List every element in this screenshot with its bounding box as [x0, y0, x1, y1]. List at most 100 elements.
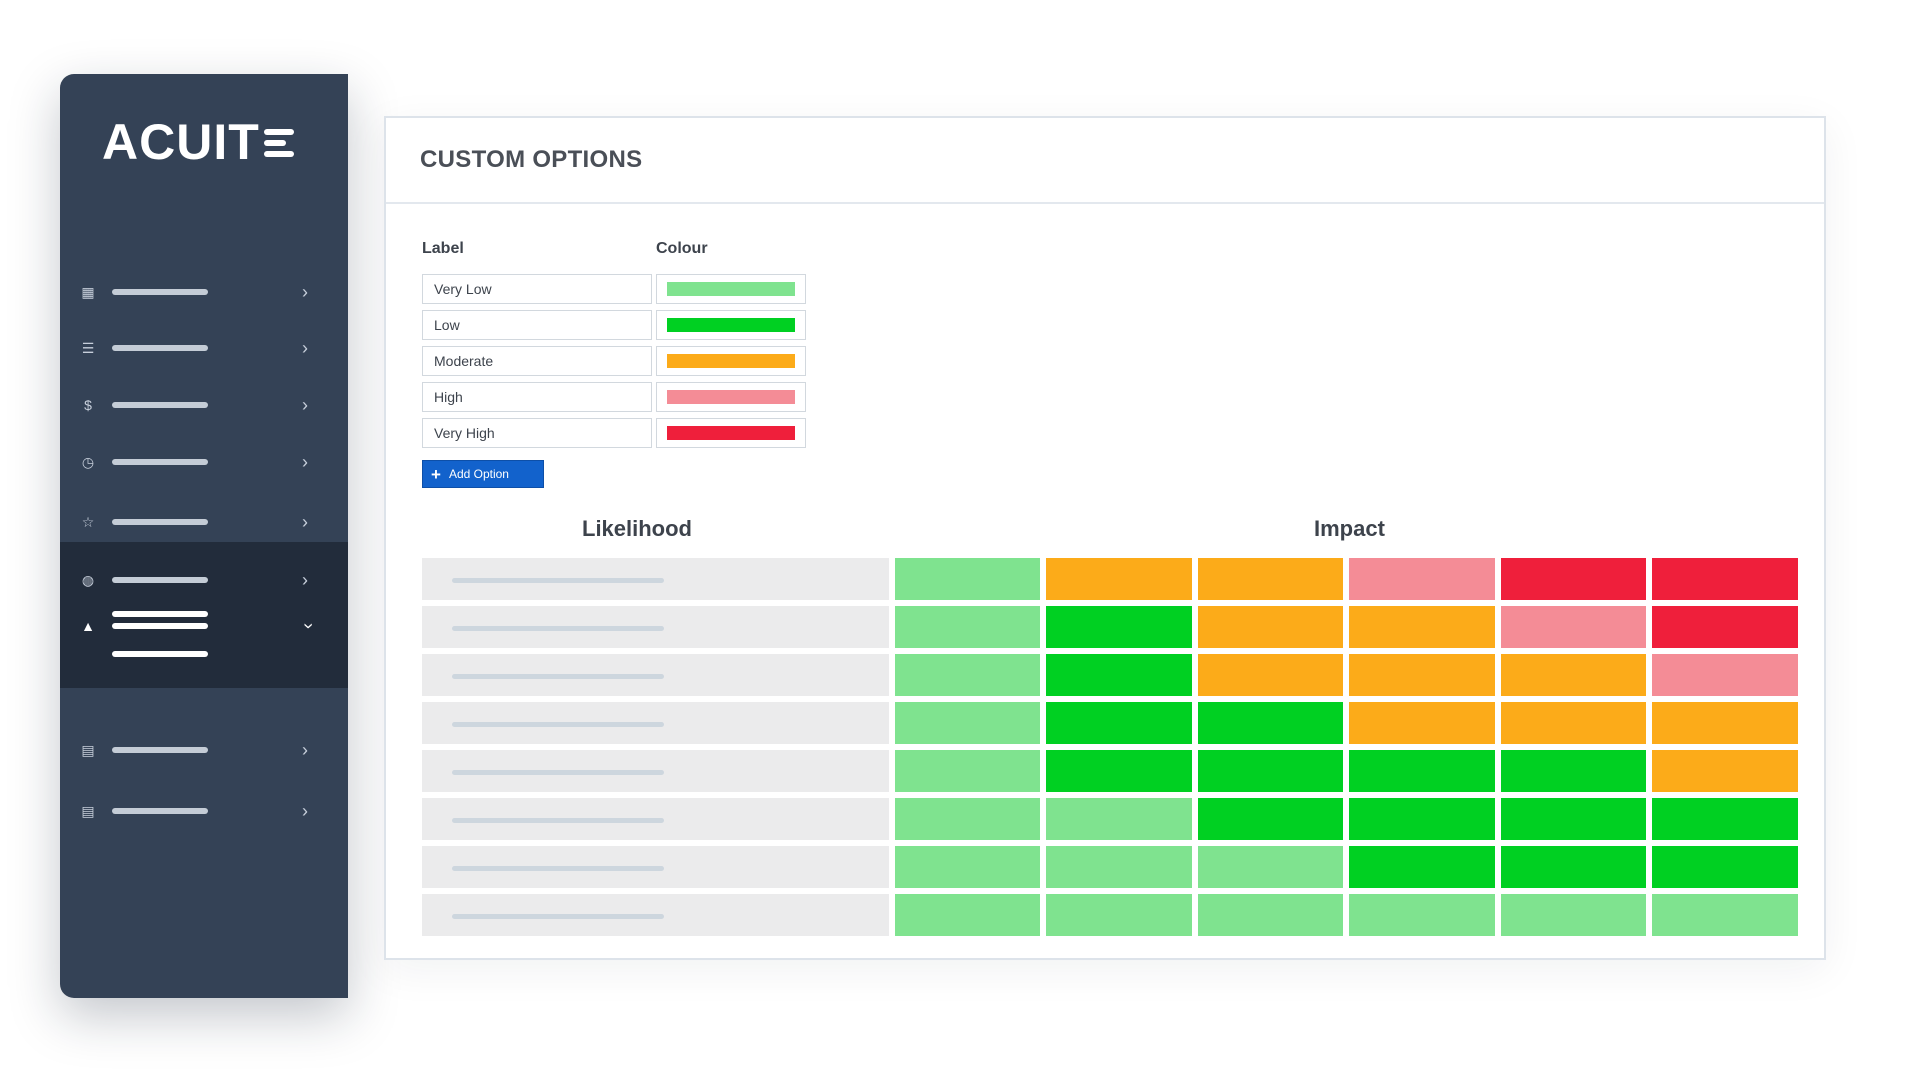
option-colour-picker[interactable]	[656, 346, 806, 376]
sidebar-item[interactable]: ☆ ›	[60, 502, 348, 542]
matrix-row	[422, 750, 1798, 792]
sidebar-item[interactable]: ◷ ›	[60, 442, 348, 482]
option-colour-picker[interactable]	[656, 310, 806, 340]
matrix-cell[interactable]	[1349, 654, 1495, 696]
matrix-cell[interactable]	[894, 654, 1041, 696]
globe-icon: ◍	[81, 571, 95, 588]
matrix-cell[interactable]	[1046, 606, 1192, 648]
panel-header: CUSTOM OPTIONS	[386, 118, 1824, 204]
matrix-cell[interactable]	[1197, 798, 1344, 840]
option-colour-picker[interactable]	[656, 382, 806, 412]
matrix-cell[interactable]	[894, 558, 1041, 600]
matrix-cell[interactable]	[1197, 846, 1344, 888]
option-label-input[interactable]: Very Low	[422, 274, 652, 304]
option-row: Moderate	[422, 346, 806, 376]
matrix-cell[interactable]	[1349, 846, 1495, 888]
matrix-row	[422, 894, 1798, 936]
likelihood-label-cell	[422, 750, 889, 792]
sidebar-subitem[interactable]	[112, 611, 208, 617]
matrix-cell[interactable]	[1652, 798, 1798, 840]
matrix-cell[interactable]	[1046, 702, 1192, 744]
option-row: Very High	[422, 418, 806, 448]
matrix-cell[interactable]	[1197, 654, 1344, 696]
matrix-cell[interactable]	[1349, 558, 1495, 600]
matrix-cell[interactable]	[1652, 894, 1798, 936]
matrix-cell[interactable]	[1349, 894, 1495, 936]
sidebar: ACUIT ▦ › ☰ › $ › ◷ › ☆ › ◍ › ▲ › ▤ › ▤ ›	[60, 74, 348, 998]
chevron-right-icon[interactable]: ›	[302, 395, 308, 415]
sidebar-item[interactable]: ▦ ›	[60, 272, 348, 312]
matrix-cell[interactable]	[1500, 894, 1647, 936]
matrix-cell[interactable]	[894, 798, 1041, 840]
matrix-cell[interactable]	[1500, 654, 1647, 696]
sidebar-item[interactable]: ▤ ›	[60, 791, 348, 831]
matrix-cell[interactable]	[1500, 558, 1647, 600]
option-label-input[interactable]: High	[422, 382, 652, 412]
matrix-cell[interactable]	[1652, 750, 1798, 792]
matrix-cell[interactable]	[1046, 894, 1192, 936]
matrix-cell[interactable]	[894, 606, 1041, 648]
matrix-cell[interactable]	[1500, 606, 1647, 648]
matrix-cell[interactable]	[1652, 558, 1798, 600]
chevron-right-icon[interactable]: ›	[302, 512, 308, 532]
matrix-cell[interactable]	[894, 894, 1041, 936]
matrix-cell[interactable]	[1046, 654, 1192, 696]
matrix-cell[interactable]	[894, 750, 1041, 792]
sidebar-item[interactable]: ▲ ›	[60, 606, 348, 646]
matrix-cell[interactable]	[1046, 798, 1192, 840]
matrix-cell[interactable]	[1500, 750, 1647, 792]
option-label-input[interactable]: Low	[422, 310, 652, 340]
chevron-right-icon[interactable]: ›	[302, 338, 308, 358]
matrix-cell[interactable]	[1349, 798, 1495, 840]
matrix-cell[interactable]	[1197, 894, 1344, 936]
matrix-cell[interactable]	[1197, 750, 1344, 792]
matrix-cell[interactable]	[1046, 558, 1192, 600]
matrix-cell[interactable]	[1197, 606, 1344, 648]
chevron-right-icon[interactable]: ›	[302, 740, 308, 760]
add-option-button[interactable]: + Add Option	[422, 460, 544, 488]
matrix-cell[interactable]	[1046, 846, 1192, 888]
warning-icon: ▲	[81, 618, 95, 634]
matrix-cell[interactable]	[1349, 702, 1495, 744]
dashboard-icon: ▦	[81, 283, 95, 300]
logo-mark-icon	[263, 129, 294, 157]
matrix-cell[interactable]	[1500, 846, 1647, 888]
chevron-down-icon[interactable]: ›	[299, 623, 319, 629]
matrix-cell[interactable]	[894, 702, 1041, 744]
sidebar-item[interactable]: ◍ ›	[60, 560, 348, 600]
matrix-cell[interactable]	[894, 846, 1041, 888]
matrix-row	[422, 606, 1798, 648]
sidebar-item[interactable]: ☰ ›	[60, 328, 348, 368]
list-icon: ☰	[81, 339, 95, 356]
matrix-cell[interactable]	[1349, 606, 1495, 648]
option-row: Low	[422, 310, 806, 340]
matrix-cell[interactable]	[1652, 654, 1798, 696]
matrix-cell[interactable]	[1652, 846, 1798, 888]
clock-icon: ◷	[81, 453, 95, 470]
matrix-cell[interactable]	[1500, 798, 1647, 840]
matrix-cell[interactable]	[1349, 750, 1495, 792]
option-label-input[interactable]: Very High	[422, 418, 652, 448]
likelihood-label-placeholder	[452, 674, 664, 679]
matrix-cell[interactable]	[1652, 702, 1798, 744]
chevron-right-icon[interactable]: ›	[302, 570, 308, 590]
matrix-cell[interactable]	[1197, 702, 1344, 744]
option-colour-picker[interactable]	[656, 274, 806, 304]
option-label-input[interactable]: Moderate	[422, 346, 652, 376]
matrix-cell[interactable]	[1046, 750, 1192, 792]
sidebar-item[interactable]: ▤ ›	[60, 730, 348, 770]
sidebar-item-label	[112, 289, 208, 295]
plus-icon: +	[431, 464, 441, 484]
matrix-cell[interactable]	[1500, 702, 1647, 744]
chevron-right-icon[interactable]: ›	[302, 282, 308, 302]
option-colour-picker[interactable]	[656, 418, 806, 448]
sidebar-item[interactable]: $ ›	[60, 385, 348, 425]
matrix-cell[interactable]	[1652, 606, 1798, 648]
matrix-cell[interactable]	[1197, 558, 1344, 600]
colour-column-header: Colour	[656, 240, 708, 257]
chevron-right-icon[interactable]: ›	[302, 801, 308, 821]
app-logo: ACUIT	[102, 112, 294, 172]
chevron-right-icon[interactable]: ›	[302, 452, 308, 472]
sidebar-subitem[interactable]	[112, 651, 208, 657]
likelihood-label-placeholder	[452, 866, 664, 871]
